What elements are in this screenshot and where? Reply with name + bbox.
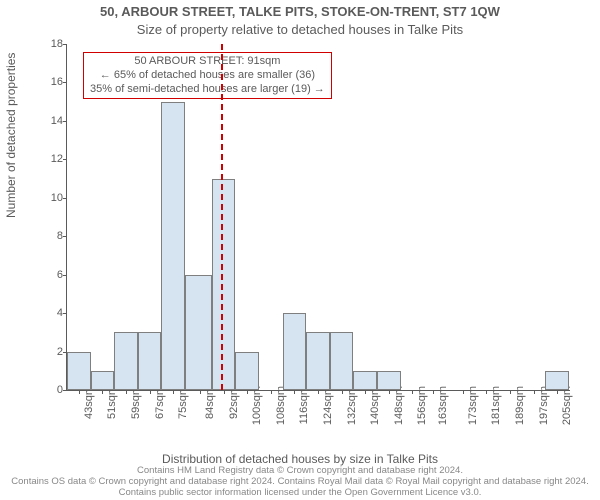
x-tick: 124sqm bbox=[322, 386, 334, 425]
x-tick: 75sqm bbox=[177, 386, 189, 419]
y-tick: 12 bbox=[33, 153, 63, 165]
x-tick-mark bbox=[342, 390, 343, 394]
x-tick: 163sqm bbox=[437, 386, 449, 425]
histogram-bar bbox=[212, 179, 236, 390]
x-tick-mark bbox=[534, 390, 535, 394]
x-tick: 84sqm bbox=[204, 386, 216, 419]
footer-attribution: Contains HM Land Registry data © Crown c… bbox=[0, 465, 600, 498]
x-tick: 43sqm bbox=[83, 386, 95, 419]
histogram-bar bbox=[377, 371, 401, 390]
x-tick-mark bbox=[102, 390, 103, 394]
y-tick: 8 bbox=[33, 230, 63, 242]
x-tick: 140sqm bbox=[369, 386, 381, 425]
x-tick: 205sqm bbox=[561, 386, 573, 425]
x-tick-mark bbox=[224, 390, 225, 394]
x-tick-mark bbox=[126, 390, 127, 394]
histogram-bar bbox=[235, 352, 259, 390]
histogram-bar bbox=[67, 352, 91, 390]
histogram-bar bbox=[306, 332, 330, 390]
x-tick-mark bbox=[433, 390, 434, 394]
annotation-line: 50 ARBOUR STREET: 91sqm bbox=[90, 55, 325, 69]
y-tick: 0 bbox=[33, 384, 63, 396]
x-tick-mark bbox=[79, 390, 80, 394]
histogram-bar bbox=[91, 371, 115, 390]
x-tick: 116sqm bbox=[298, 386, 310, 424]
x-tick-mark bbox=[271, 390, 272, 394]
chart-container: 50, ARBOUR STREET, TALKE PITS, STOKE-ON-… bbox=[0, 0, 600, 500]
x-tick-mark bbox=[247, 390, 248, 394]
x-tick: 51sqm bbox=[106, 386, 118, 419]
x-tick-mark bbox=[557, 390, 558, 394]
y-tick: 14 bbox=[33, 115, 63, 127]
x-tick: 181sqm bbox=[490, 386, 502, 425]
y-tick: 2 bbox=[33, 346, 63, 358]
annotation-box: 50 ARBOUR STREET: 91sqm← 65% of detached… bbox=[83, 52, 332, 99]
x-tick-mark bbox=[318, 390, 319, 394]
x-tick: 108sqm bbox=[275, 386, 287, 425]
y-axis-label: Number of detached properties bbox=[4, 53, 18, 218]
plot-area: 50 ARBOUR STREET: 91sqm← 65% of detached… bbox=[66, 44, 569, 391]
x-tick-mark bbox=[510, 390, 511, 394]
annotation-line: 35% of semi-detached houses are larger (… bbox=[90, 83, 325, 97]
x-tick-mark bbox=[463, 390, 464, 394]
x-tick: 59sqm bbox=[130, 386, 142, 419]
x-tick-mark bbox=[412, 390, 413, 394]
y-tick: 18 bbox=[33, 38, 63, 50]
x-tick: 173sqm bbox=[467, 386, 479, 425]
x-tick: 148sqm bbox=[393, 386, 405, 425]
x-tick-mark bbox=[486, 390, 487, 394]
x-tick: 156sqm bbox=[416, 386, 428, 425]
x-tick: 92sqm bbox=[228, 386, 240, 419]
chart-subtitle: Size of property relative to detached ho… bbox=[0, 22, 600, 37]
x-tick: 132sqm bbox=[346, 386, 358, 425]
x-tick-mark bbox=[200, 390, 201, 394]
chart-title: 50, ARBOUR STREET, TALKE PITS, STOKE-ON-… bbox=[0, 4, 600, 19]
histogram-bar bbox=[330, 332, 354, 390]
y-tick: 4 bbox=[33, 307, 63, 319]
x-tick-mark bbox=[389, 390, 390, 394]
x-axis-label: Distribution of detached houses by size … bbox=[0, 452, 600, 466]
histogram-bar bbox=[114, 332, 138, 390]
histogram-bar bbox=[353, 371, 377, 390]
footer-line: Contains OS data © Crown copyright and d… bbox=[0, 476, 600, 498]
x-tick-mark bbox=[150, 390, 151, 394]
annotation-line: ← 65% of detached houses are smaller (36… bbox=[90, 69, 325, 83]
x-tick: 197sqm bbox=[538, 386, 550, 425]
histogram-bar bbox=[161, 102, 185, 390]
y-tick: 16 bbox=[33, 76, 63, 88]
x-tick-mark bbox=[365, 390, 366, 394]
x-tick: 67sqm bbox=[154, 386, 166, 419]
footer-line: Contains HM Land Registry data © Crown c… bbox=[0, 465, 600, 476]
x-tick: 189sqm bbox=[514, 386, 526, 425]
histogram-bar bbox=[138, 332, 162, 390]
x-tick-mark bbox=[173, 390, 174, 394]
y-tick: 10 bbox=[33, 192, 63, 204]
x-tick: 100sqm bbox=[251, 386, 263, 425]
histogram-bar bbox=[545, 371, 569, 390]
reference-line bbox=[221, 44, 223, 390]
x-tick-mark bbox=[294, 390, 295, 394]
histogram-bar bbox=[283, 313, 307, 390]
y-tick: 6 bbox=[33, 269, 63, 281]
histogram-bar bbox=[185, 275, 212, 390]
